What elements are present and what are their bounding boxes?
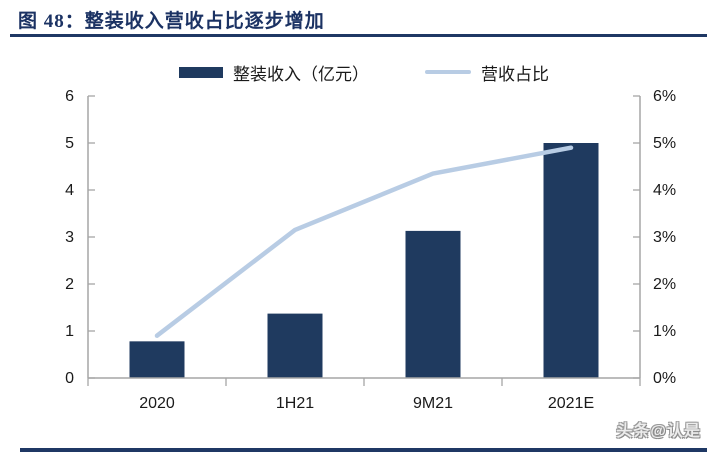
figure-title-row: 图 48：整装收入营收占比逐步增加 [18,6,699,33]
legend-label-line-series: 营收占比 [481,64,549,84]
left-axis-label: 4 [65,182,74,199]
title-rule [10,34,707,37]
bar-series-swatch-icon [179,66,223,78]
left-axis-label: 3 [65,229,74,246]
right-axis-label: 4% [653,182,676,199]
x-axis-label: 9M21 [413,395,453,412]
right-axis-label: 0% [653,370,676,387]
right-axis-label: 2% [653,276,676,293]
bar-1H21 [267,313,323,378]
x-axis-label: 2020 [139,395,175,412]
revenue-share-line [154,145,574,338]
line-series-swatch-icon [425,70,471,74]
legend-item-bar-series: 整装收入（亿元） [179,60,369,85]
figure-title: 图 48：整装收入营收占比逐步增加 [18,11,325,32]
bar-9M21 [405,230,461,378]
right-axis-label: 1% [653,323,676,340]
left-axis-label: 2 [65,276,74,293]
x-axis-label: 2021E [548,395,594,412]
left-axis-label: 6 [65,88,74,105]
left-axis-label: 5 [65,135,74,152]
right-axis-label: 6% [653,88,676,105]
left-axis-label: 0 [65,370,74,387]
bar-2021E [543,143,599,378]
legend-label-bar-series: 整装收入（亿元） [233,64,369,84]
chart-legend: 整装收入（亿元） 营收占比 [88,60,640,84]
x-axis-label: 1H21 [276,395,314,412]
left-axis-label: 1 [65,323,74,340]
bar-line-chart: 0 1 2 3 4 5 6 0% 1% 2% 3% 4% 5% 6% 2020 1H21 9M21 2021E [65,88,676,412]
right-axis-label: 3% [653,229,676,246]
bottom-rule [20,448,707,452]
bar-2020 [129,341,185,378]
right-axis-label: 5% [653,135,676,152]
legend-item-line-series: 营收占比 [425,60,549,85]
watermark: 头条@认是 [616,423,701,440]
